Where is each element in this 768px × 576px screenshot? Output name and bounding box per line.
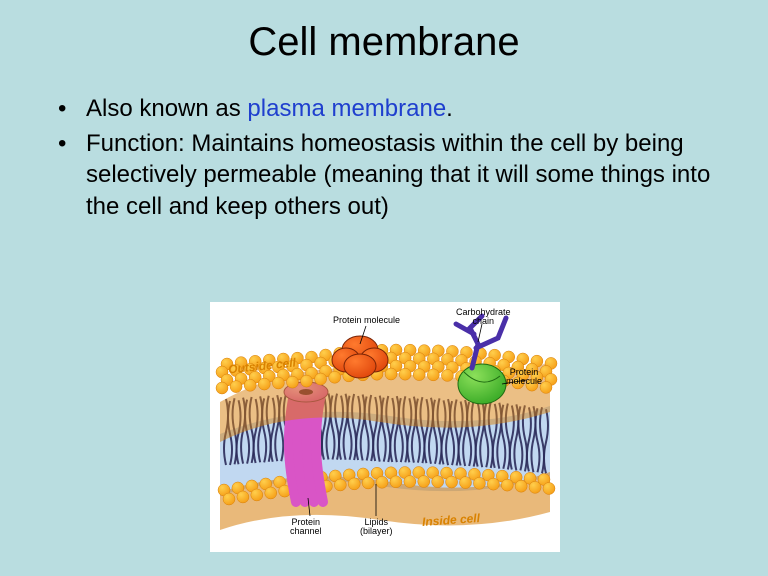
bullet-text: Function: Maintains homeostasis within t… [86,130,710,219]
slide-title: Cell membrane [50,20,718,65]
diagram-svg [210,302,560,552]
diagram-label-protein-right: Proteinmolecule [506,368,542,387]
slide: Cell membrane Also known as plasma membr… [0,0,768,576]
bullet-item: Also known as plasma membrane. [58,93,718,124]
diagram-label-protein-top: Protein molecule [333,316,400,325]
bullet-text-prefix: Also known as [86,95,247,122]
membrane-diagram: Outside cellInside cellProtein moleculeC… [210,302,560,552]
bullet-list: Also known as plasma membrane. Function:… [50,93,718,222]
diagram-label-protein-channel: Proteinchannel [290,518,322,537]
diagram-label-carb-chain: Carbohydratechain [456,308,511,327]
diagram-label-lipids: Lipids(bilayer) [360,518,393,537]
bullet-item: Function: Maintains homeostasis within t… [58,128,718,222]
bullet-text-suffix: . [446,95,453,122]
bullet-term: plasma membrane [247,95,446,122]
